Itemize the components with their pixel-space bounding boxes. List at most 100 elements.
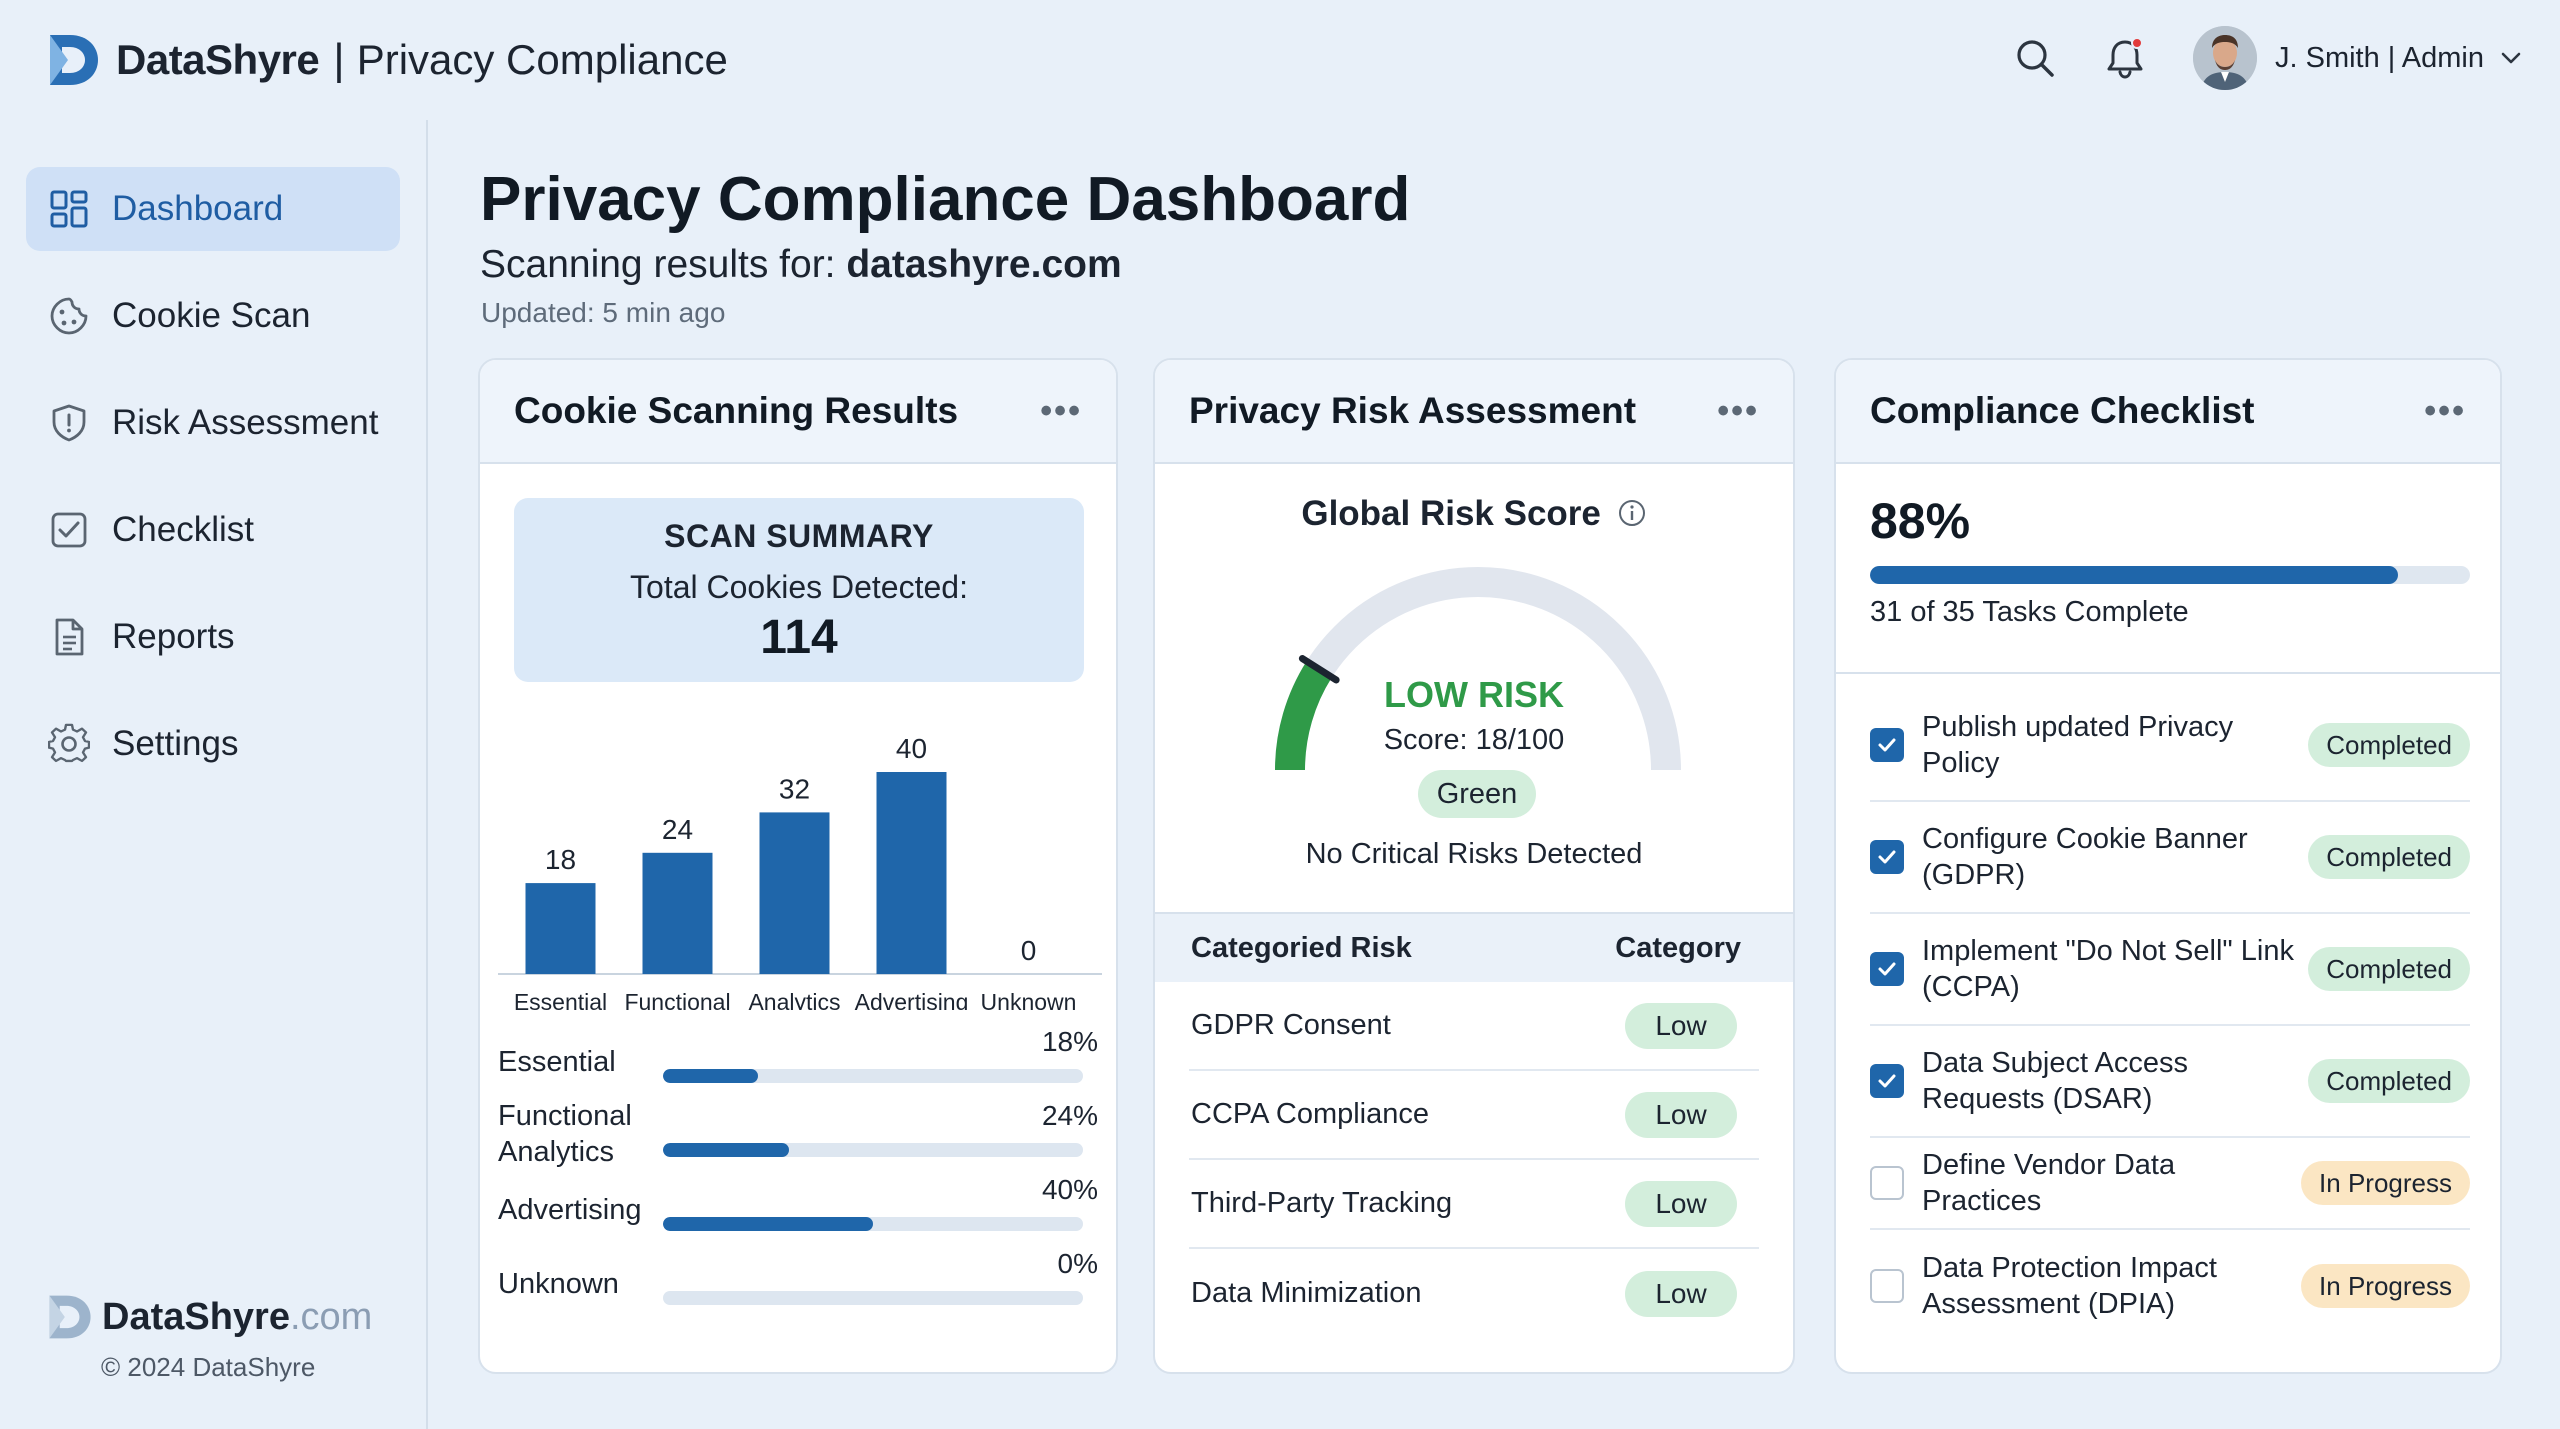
- checklist-item-text: Data Protection Impact Assessment (DPIA): [1922, 1252, 2217, 1320]
- breakdown-row: Unknown 0%: [498, 1248, 1098, 1322]
- grid-icon: [50, 190, 88, 228]
- sidebar-footer: DataShyre .com © 2024 DataShyre: [46, 1292, 372, 1383]
- sidebar-item-label: Settings: [112, 724, 239, 763]
- more-options-icon[interactable]: •••: [2424, 391, 2466, 430]
- divider: [1836, 672, 2500, 674]
- checklist-item-text: Implement "Do Not Sell" Link (CCPA): [1922, 935, 2294, 1003]
- status-badge: Green: [1418, 770, 1536, 818]
- user-menu-label[interactable]: J. Smith | Admin: [2275, 41, 2484, 74]
- checklist-item-text: Configure Cookie Banner (GDPR): [1922, 823, 2248, 891]
- copyright: © 2024 DataShyre: [101, 1352, 316, 1382]
- checklist-item[interactable]: Implement "Do Not Sell" Link (CCPA) Comple…: [1870, 914, 2470, 1026]
- checkbox-checked[interactable]: [1870, 1064, 1904, 1098]
- checklist-items: Publish updated Privacy Policy Completed Co…: [1870, 690, 2470, 1342]
- check-icon: [1878, 1074, 1896, 1088]
- card-header: Privacy Risk Assessment •••: [1155, 360, 1793, 464]
- breakdown-track: [663, 1217, 1083, 1231]
- shield-icon: [52, 404, 86, 442]
- card-title: Compliance Checklist: [1870, 390, 2255, 431]
- breakdown-percent: 18%: [1041, 1026, 1098, 1057]
- table-row[interactable]: Third-Party Tracking Low: [1189, 1160, 1759, 1249]
- bar-value-label: 0: [1021, 935, 1037, 966]
- breakdown-label: Unknown: [498, 1268, 619, 1300]
- brand-separator: |: [333, 35, 345, 84]
- summary-heading: SCAN SUMMARY: [664, 518, 934, 554]
- checklist-item[interactable]: Define Vendor Data Practices In Progress: [1870, 1138, 2470, 1230]
- checkbox-unchecked[interactable]: [1870, 1166, 1904, 1200]
- brand-logo[interactable]: DataShyre | Privacy Compliance: [46, 28, 728, 92]
- datashyre-logo-icon: [50, 35, 98, 85]
- checkbox-checked[interactable]: [1870, 840, 1904, 874]
- cookie-icon: [50, 297, 88, 335]
- risk-level-badge: Low: [1625, 1180, 1737, 1227]
- sidebar-item-label: Reports: [112, 617, 235, 656]
- document-icon: [55, 618, 84, 656]
- sidebar-item-dashboard[interactable]: Dashboard: [26, 167, 400, 251]
- sidebar-item-reports[interactable]: Reports: [26, 595, 400, 679]
- checklist-item-text: Publish updated Privacy Policy: [1922, 711, 2234, 779]
- table-row[interactable]: GDPR Consent Low: [1189, 982, 1759, 1071]
- checkbox-unchecked[interactable]: [1870, 1269, 1904, 1303]
- header-actions: J. Smith | Admin: [2013, 20, 2524, 96]
- breakdown-label: Essential: [498, 1046, 616, 1078]
- info-icon[interactable]: [1617, 498, 1647, 528]
- more-options-icon[interactable]: •••: [1040, 391, 1082, 430]
- scan-target-prefix: Scanning results for:: [480, 243, 847, 286]
- bar-advertising: [876, 772, 947, 974]
- checkbox-checked[interactable]: [1870, 952, 1904, 986]
- gauge-needle: [1298, 655, 1340, 684]
- status-badge: Completed: [2308, 1059, 2470, 1103]
- status-badge: Completed: [2308, 947, 2470, 991]
- risk-gauge: [1275, 567, 1681, 771]
- sidebar-item-label: Risk Assessment: [112, 403, 379, 442]
- last-updated: Updated: 5 min ago: [481, 297, 726, 328]
- avatar[interactable]: [2193, 26, 2257, 90]
- scan-summary: SCAN SUMMARY Total Cookies Detected: 114: [514, 498, 1084, 682]
- status-badge: In Progress: [2301, 1264, 2470, 1308]
- global-risk-score-title: Global Risk Score: [1155, 494, 1793, 534]
- bar-functional: [642, 852, 713, 974]
- breakdown-percent: 24%: [1041, 1100, 1098, 1131]
- check-icon: [1878, 850, 1896, 864]
- checklist-item-text: Define Vendor Data Practices: [1922, 1149, 2176, 1217]
- checklist-item[interactable]: Data Subject Access Requests (DSAR) Comple…: [1870, 1026, 2470, 1138]
- sidebar-item-label: Checklist: [112, 510, 254, 549]
- sidebar-item-risk-assessment[interactable]: Risk Assessment: [26, 381, 400, 465]
- completion-progress-bar: [1870, 566, 2470, 584]
- x-tick-label: Unknown: [981, 989, 1077, 1010]
- sidebar-item-settings[interactable]: Settings: [26, 702, 400, 786]
- checklist-item[interactable]: Data Protection Impact Assessment (DPIA) I…: [1870, 1230, 2470, 1342]
- breakdown-fill: [663, 1217, 873, 1231]
- product-name: Privacy Compliance: [356, 36, 728, 83]
- breakdown-row: Essential 18%: [498, 1026, 1098, 1100]
- checklist-item[interactable]: Configure Cookie Banner (GDPR) Completed: [1870, 802, 2470, 914]
- sidebar-item-checklist[interactable]: Checklist: [26, 488, 400, 572]
- global-risk-score-label: Global Risk Score: [1301, 494, 1601, 533]
- breakdown-track: [663, 1143, 1083, 1157]
- checklist-item-text: Data Subject Access Requests (DSAR): [1922, 1047, 2188, 1115]
- chevron-down-icon[interactable]: [2498, 45, 2524, 71]
- checklist-item[interactable]: Publish updated Privacy Policy Completed: [1870, 690, 2470, 802]
- checkbox-icon: [51, 512, 87, 548]
- risk-name: GDPR Consent: [1191, 1009, 1391, 1041]
- table-row[interactable]: Data Minimization Low: [1189, 1249, 1759, 1338]
- risk-name: Third-Party Tracking: [1191, 1187, 1453, 1219]
- check-icon: [1878, 738, 1896, 752]
- top-bar: DataShyre | Privacy Compliance: [0, 0, 2560, 120]
- gear-icon: [48, 723, 90, 763]
- notifications-button[interactable]: [2103, 36, 2147, 80]
- risk-assessment-card: Privacy Risk Assessment ••• Global Risk …: [1153, 358, 1795, 1374]
- sidebar-item-cookie-scan[interactable]: Cookie Scan: [26, 274, 400, 358]
- table-row[interactable]: CCPA Compliance Low: [1189, 1071, 1759, 1160]
- search-icon[interactable]: [2013, 36, 2057, 80]
- more-options-icon[interactable]: •••: [1717, 391, 1759, 430]
- card-header: Compliance Checklist •••: [1836, 360, 2500, 464]
- checkbox-checked[interactable]: [1870, 728, 1904, 762]
- risk-level-badge: Low: [1625, 1091, 1737, 1138]
- page-title: Privacy Compliance Dashboard: [480, 165, 1411, 234]
- breakdown-track: [663, 1069, 1083, 1083]
- risk-level-badge: Low: [1625, 1270, 1737, 1317]
- risk-name: Data Minimization: [1191, 1277, 1422, 1309]
- breakdown-percent: 0%: [1057, 1248, 1098, 1279]
- breakdown-row: Functional Analytics 24%: [498, 1100, 1098, 1174]
